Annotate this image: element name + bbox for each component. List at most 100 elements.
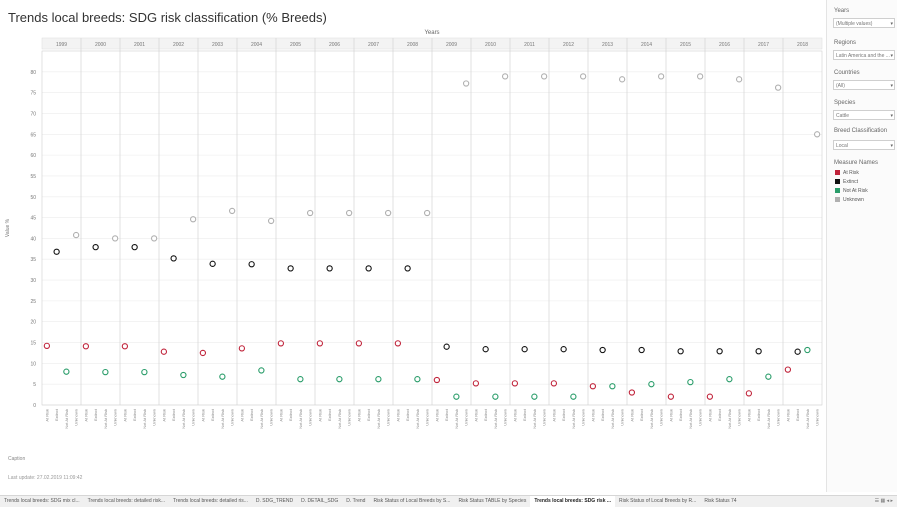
- y-tick-label: 15: [30, 341, 36, 347]
- x-category-label: Unknown: [503, 409, 508, 426]
- legend-label: At Risk: [843, 170, 859, 176]
- sheet-tab[interactable]: Trends local breeds: SDG mix cl...: [4, 498, 80, 504]
- data-point-extinct: [599, 346, 606, 354]
- species-filter-dropdown[interactable]: Cattle ▾: [833, 110, 895, 120]
- data-point-at-risk: [238, 345, 246, 352]
- x-category-label: Unknown: [464, 409, 469, 426]
- year-header-label: 2009: [446, 42, 457, 48]
- breed-class-filter-value: Local: [836, 143, 848, 149]
- sheet-tab[interactable]: Risk Status TABLE by Species: [458, 498, 527, 504]
- breed-class-filter-dropdown[interactable]: Local ▾: [833, 140, 895, 150]
- x-category-label: At Risk: [395, 409, 400, 422]
- chevron-down-icon: ▾: [890, 83, 893, 89]
- sheet-tab[interactable]: Trends local breeds: SDG risk ...: [530, 496, 616, 507]
- y-tick-label: 80: [30, 70, 36, 76]
- data-point-not-at-risk: [687, 378, 694, 386]
- legend-item-at-risk[interactable]: At Risk: [835, 170, 859, 176]
- sheet-tab[interactable]: Risk Status of Local Breeds by S...: [373, 498, 451, 504]
- x-category-label: Unknown: [74, 409, 79, 426]
- sheet-tab[interactable]: Trends local breeds: detailed risk...: [87, 498, 166, 504]
- data-point-not-at-risk: [570, 393, 577, 400]
- x-category-label: At Risk: [512, 409, 517, 422]
- y-tick-label: 30: [30, 278, 36, 284]
- data-point-at-risk: [160, 348, 168, 355]
- x-category-label: Not At Risk: [337, 409, 342, 429]
- data-point-at-risk: [589, 383, 597, 390]
- sheet-tab[interactable]: D. DETAIL_SDG: [301, 498, 339, 504]
- year-header-label: 2000: [95, 42, 106, 48]
- legend-label: Not At Risk: [843, 188, 868, 194]
- data-point-extinct: [248, 261, 255, 268]
- data-point-extinct: [365, 265, 372, 272]
- data-point-at-risk: [628, 389, 636, 396]
- years-filter-value: (Multiple values): [836, 21, 873, 27]
- data-point-extinct: [53, 248, 60, 255]
- top-axis-label: Years: [424, 30, 439, 36]
- x-category-label: Extinct: [483, 408, 488, 421]
- data-point-extinct: [794, 348, 801, 355]
- y-tick-label: 0: [33, 403, 36, 409]
- x-category-label: At Risk: [161, 409, 166, 422]
- data-point-unknown: [657, 73, 665, 80]
- x-category-label: At Risk: [434, 409, 439, 422]
- data-point-at-risk: [277, 340, 285, 347]
- sheet-tab[interactable]: Trends local breeds: detailed ris...: [173, 498, 248, 504]
- data-point-at-risk: [199, 349, 207, 357]
- sheet-tab-bar: Trends local breeds: SDG mix cl... Trends…: [0, 495, 897, 507]
- data-point-extinct: [404, 265, 411, 272]
- countries-filter-label: Countries: [834, 70, 860, 76]
- x-category-label: Not At Risk: [610, 409, 615, 429]
- legend-item-not-at-risk[interactable]: Not At Risk: [835, 188, 868, 194]
- year-header-label: 2008: [407, 42, 418, 48]
- years-filter-label: Years: [834, 8, 850, 14]
- y-tick-label: 50: [30, 195, 36, 201]
- x-category-label: Extinct: [54, 408, 59, 421]
- x-category-label: Not At Risk: [649, 409, 654, 429]
- data-point-unknown: [462, 80, 470, 87]
- data-point-unknown: [111, 235, 119, 242]
- x-category-label: Extinct: [132, 408, 137, 421]
- x-category-label: At Risk: [239, 409, 244, 422]
- legend-item-extinct[interactable]: Extinct: [835, 179, 858, 185]
- data-point-unknown: [540, 73, 548, 80]
- y-tick-label: 60: [30, 153, 36, 159]
- x-category-label: Not At Risk: [727, 409, 732, 429]
- x-category-label: Unknown: [815, 409, 820, 426]
- x-category-label: Not At Risk: [493, 409, 498, 429]
- sheet-tab[interactable]: D. Trend: [346, 498, 366, 504]
- x-category-label: Unknown: [581, 409, 586, 426]
- regions-filter-dropdown[interactable]: Latin America and the ... ▾: [833, 50, 895, 60]
- x-category-label: Extinct: [327, 408, 332, 421]
- x-category-label: Unknown: [191, 409, 196, 426]
- legend-item-unknown[interactable]: Unknown: [835, 197, 864, 203]
- breed-class-filter-label: Breed Classification: [834, 128, 888, 134]
- years-filter-dropdown[interactable]: (Multiple values) ▾: [833, 18, 895, 28]
- countries-filter-value: (All): [836, 83, 845, 89]
- data-point-unknown: [735, 76, 743, 83]
- x-category-label: Extinct: [366, 408, 371, 421]
- x-category-label: At Risk: [83, 409, 88, 422]
- sheet-tab[interactable]: Risk Status of Local Breeds by R...: [619, 498, 697, 504]
- year-header-label: 2005: [290, 42, 301, 48]
- year-header-label: 2002: [173, 42, 184, 48]
- x-category-label: Unknown: [425, 409, 430, 426]
- data-point-not-at-risk: [804, 346, 811, 354]
- data-point-unknown: [267, 217, 275, 225]
- countries-filter-dropdown[interactable]: (All) ▾: [833, 80, 895, 90]
- x-category-label: Not At Risk: [142, 409, 147, 429]
- year-header-label: 2003: [212, 42, 223, 48]
- year-header-label: 2013: [602, 42, 613, 48]
- x-category-label: Unknown: [737, 409, 742, 426]
- tab-nav-icons[interactable]: ☰ ▦ ◂ ▸: [874, 498, 893, 504]
- sheet-tab[interactable]: D. SDG_TREND: [255, 498, 294, 504]
- chevron-down-icon: ▾: [890, 21, 893, 27]
- sheet-tab[interactable]: Risk Status 74: [704, 498, 737, 504]
- x-category-label: Not At Risk: [181, 409, 186, 429]
- data-point-not-at-risk: [726, 376, 733, 383]
- chart-title: Trends local breeds: SDG risk classifica…: [8, 10, 327, 25]
- year-header-label: 2017: [758, 42, 769, 48]
- y-tick-label: 10: [30, 361, 36, 367]
- data-point-extinct: [287, 265, 294, 272]
- legend-swatch: [835, 197, 840, 203]
- x-category-label: Unknown: [542, 409, 547, 426]
